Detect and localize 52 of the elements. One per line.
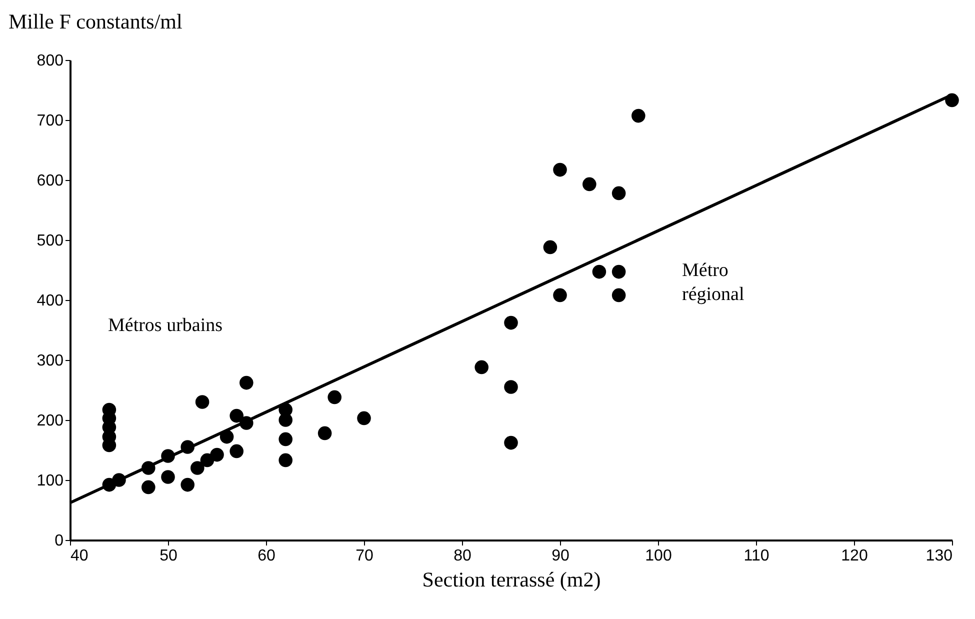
- y-tick-label: 100: [36, 472, 64, 490]
- point: [180, 478, 194, 492]
- point: [195, 395, 210, 409]
- annotation: Métro régional: [682, 260, 744, 305]
- point: [543, 240, 558, 254]
- y-tick-label: 400: [36, 292, 64, 310]
- point: [632, 108, 646, 123]
- point: [328, 390, 342, 404]
- x-tick-label: 100: [645, 548, 672, 564]
- x-tick-label: 90: [552, 548, 570, 564]
- y-tick-label: 800: [36, 52, 64, 70]
- x-tick-label: 70: [356, 548, 374, 564]
- point: [190, 461, 204, 475]
- annotation: Métros urbains: [108, 315, 223, 336]
- point: [142, 480, 156, 494]
- point: [278, 432, 292, 446]
- point: [612, 288, 626, 302]
- y-tick-label: 0: [54, 532, 64, 550]
- point: [612, 264, 626, 279]
- x-tick-label: 130: [926, 548, 953, 564]
- point: [230, 444, 244, 458]
- y-tick-label: 200: [36, 412, 64, 430]
- y-tick-label: 700: [36, 112, 64, 130]
- x-tick-label: 80: [454, 548, 472, 564]
- point: [474, 360, 488, 374]
- point: [230, 408, 244, 423]
- point: [200, 453, 214, 468]
- point: [240, 376, 254, 390]
- point: [357, 411, 371, 426]
- point: [553, 288, 567, 302]
- y-tick-label: 500: [36, 232, 64, 250]
- point: [210, 448, 224, 462]
- point: [278, 453, 292, 468]
- point: [592, 264, 606, 279]
- x-tick-label: 50: [160, 548, 178, 564]
- y-tick-label: 600: [36, 172, 64, 190]
- point: [504, 316, 518, 330]
- x-tick-label: 60: [258, 548, 276, 564]
- y-axis-title: Mille F constants/ml: [8, 10, 182, 34]
- x-tick-label: 40: [70, 548, 88, 564]
- point: [161, 470, 175, 484]
- point: [553, 162, 567, 177]
- x-tick-label: 110: [744, 548, 770, 564]
- point: [504, 380, 518, 394]
- x-axis-title: Section terrassé (m2): [422, 568, 601, 592]
- y-tick-label: 300: [36, 352, 64, 370]
- point: [582, 177, 596, 192]
- point: [504, 436, 518, 450]
- point: [612, 186, 626, 200]
- x-tick-label: 120: [841, 548, 868, 564]
- point: [278, 413, 292, 427]
- point: [318, 426, 332, 440]
